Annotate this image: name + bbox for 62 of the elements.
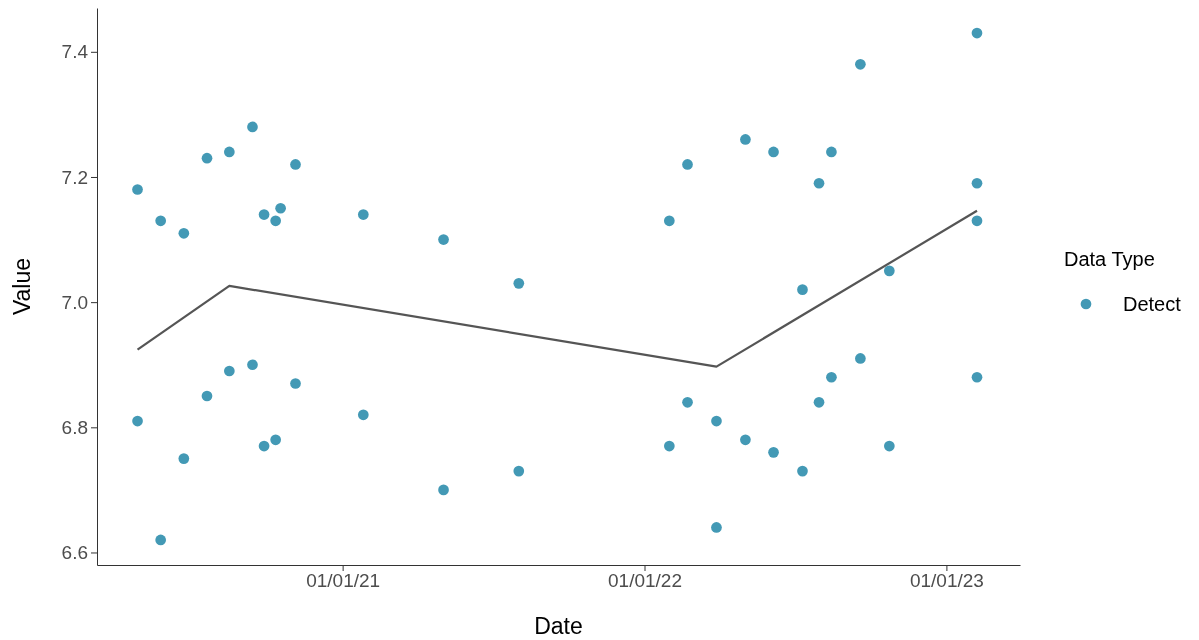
point bbox=[826, 371, 837, 383]
point bbox=[883, 265, 895, 277]
point bbox=[855, 353, 866, 364]
point bbox=[855, 58, 866, 70]
point bbox=[155, 534, 167, 546]
point bbox=[290, 378, 301, 389]
point bbox=[290, 159, 301, 170]
point bbox=[813, 177, 825, 189]
point bbox=[275, 202, 286, 214]
point bbox=[438, 484, 449, 496]
y-tick-label: 7.0 bbox=[61, 291, 88, 313]
legend-label: Detect bbox=[1123, 293, 1182, 315]
point bbox=[513, 465, 525, 477]
point bbox=[258, 440, 270, 452]
point bbox=[513, 278, 525, 289]
point bbox=[270, 434, 281, 446]
point bbox=[826, 146, 837, 158]
point bbox=[797, 284, 808, 295]
line-series bbox=[136, 209, 979, 368]
x-axis-title: Date bbox=[534, 613, 583, 639]
point bbox=[178, 227, 190, 239]
point bbox=[971, 27, 983, 39]
point bbox=[768, 146, 779, 158]
point bbox=[971, 215, 983, 227]
point bbox=[682, 159, 693, 170]
point bbox=[711, 522, 722, 533]
point bbox=[883, 440, 895, 452]
x-tick-label: 01/01/23 bbox=[909, 570, 984, 592]
point bbox=[357, 209, 369, 220]
y-axis-title: Value bbox=[9, 257, 35, 316]
point bbox=[247, 121, 258, 133]
point bbox=[270, 215, 281, 227]
legend-title: Data Type bbox=[1064, 248, 1155, 270]
y-tick-label: 6.6 bbox=[61, 542, 88, 564]
point bbox=[438, 234, 449, 245]
point bbox=[223, 365, 235, 377]
point bbox=[247, 359, 258, 371]
point bbox=[357, 409, 369, 421]
point bbox=[663, 440, 675, 452]
point bbox=[971, 177, 983, 189]
x-tick-label: 01/01/21 bbox=[306, 570, 381, 592]
point bbox=[155, 215, 167, 227]
point bbox=[971, 371, 983, 383]
point bbox=[740, 434, 751, 446]
point bbox=[132, 184, 143, 195]
point bbox=[223, 146, 235, 158]
point bbox=[797, 465, 808, 477]
point bbox=[132, 415, 143, 427]
point bbox=[813, 396, 825, 408]
x-tick-label: 01/01/22 bbox=[608, 570, 682, 592]
point bbox=[740, 134, 751, 145]
point bbox=[663, 215, 675, 227]
y-tick-label: 6.8 bbox=[61, 416, 88, 438]
point bbox=[682, 396, 693, 408]
y-tick-label: 7.2 bbox=[61, 166, 88, 188]
point bbox=[768, 447, 779, 458]
y-tick-label: 7.4 bbox=[61, 41, 89, 63]
point bbox=[178, 453, 190, 464]
point bbox=[201, 390, 213, 402]
point bbox=[711, 415, 722, 427]
point bbox=[201, 152, 213, 164]
point bbox=[258, 209, 270, 220]
